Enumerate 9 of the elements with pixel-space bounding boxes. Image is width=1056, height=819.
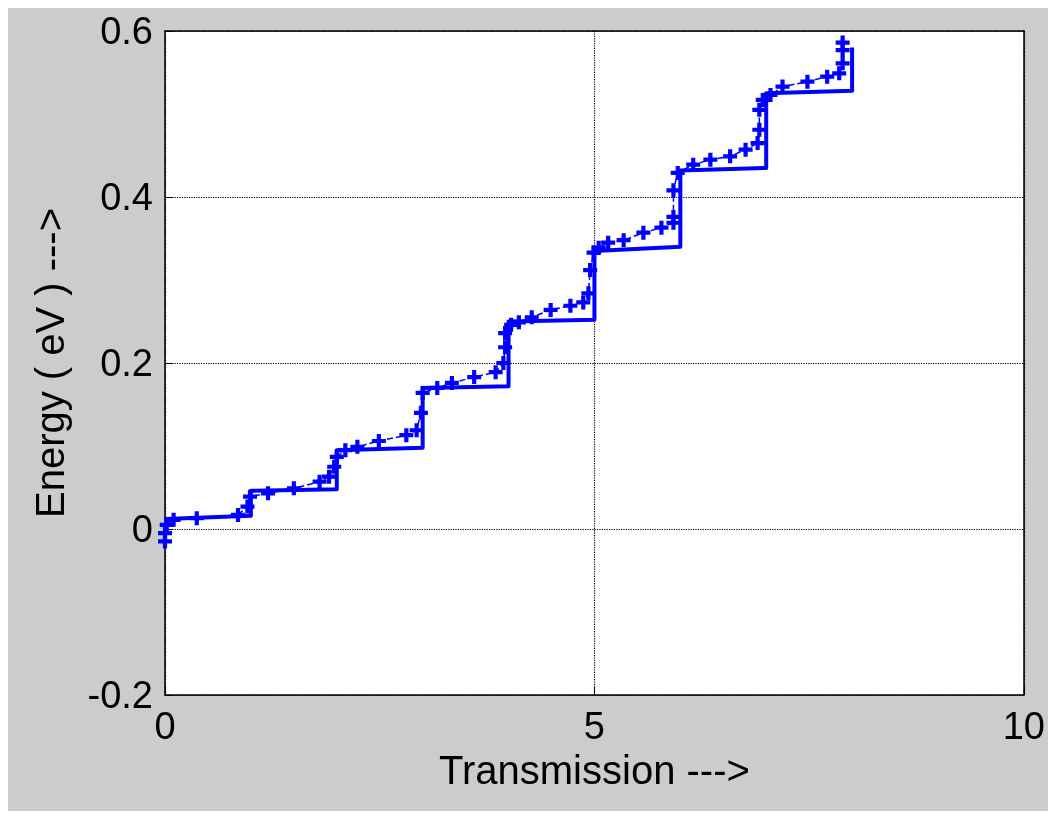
y-tick-label: 0 [131,508,153,550]
x-tick-label: 5 [583,705,605,747]
x-tick-label: 10 [1002,705,1046,747]
x-axis-title: Transmission ---> [439,747,750,792]
y-tick-label: 0.2 [100,342,153,384]
y-tick-label: 0.4 [100,176,153,218]
y-axis-title: Energy ( eV ) ---> [28,207,72,519]
y-tick-label: 0.6 [100,10,153,52]
y-tick-label: -0.2 [87,674,153,716]
